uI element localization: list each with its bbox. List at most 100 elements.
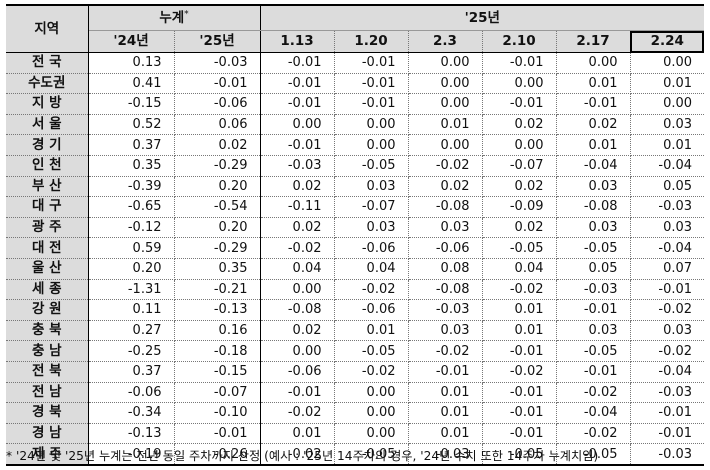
value-cell: -0.15 (174, 361, 261, 383)
value-cell: -0.03 (630, 443, 705, 466)
region-label: 경 기 (6, 134, 89, 156)
value-cell: 0.03 (334, 217, 409, 239)
week-column-header: 2.24 (630, 30, 705, 53)
value-cell: 0.05 (556, 258, 631, 280)
value-cell: -0.06 (260, 361, 335, 383)
value-cell: -0.08 (260, 299, 335, 321)
value-cell: -0.07 (334, 196, 409, 218)
table-row: 충 남 -0.25 -0.18 0.00 -0.05 -0.02 -0.01 -0.05 -0.… (6, 340, 705, 362)
value-cell: -0.01 (260, 52, 335, 74)
value-cell: 0.00 (408, 93, 483, 115)
value-cell: -0.02 (408, 340, 483, 362)
value-cell: -0.04 (630, 155, 705, 177)
value-cell: -0.04 (556, 155, 631, 177)
value-cell: 0.00 (630, 52, 705, 74)
value-cell: -0.34 (88, 402, 175, 424)
table-body: 전 국 0.13 -0.03 -0.01 -0.01 0.00 -0.01 0.00 0.00 수… (6, 52, 705, 466)
region-label: 대 전 (6, 237, 89, 259)
value-cell: -0.01 (630, 423, 705, 445)
value-cell: -0.03 (556, 279, 631, 301)
value-cell: -0.29 (174, 155, 261, 177)
value-cell: -0.03 (630, 196, 705, 218)
value-cell: -0.03 (408, 443, 483, 466)
value-cell: 0.41 (88, 73, 175, 95)
value-cell: 0.02 (260, 217, 335, 239)
region-label: 광 주 (6, 217, 89, 239)
value-cell: -0.25 (88, 340, 175, 362)
year-2025-group-header: '25년 (260, 4, 705, 31)
value-cell: -0.07 (174, 382, 261, 404)
value-cell: -0.05 (334, 443, 409, 466)
value-cell: -0.01 (482, 93, 557, 115)
value-cell: -0.65 (88, 196, 175, 218)
value-cell: 0.03 (334, 176, 409, 198)
value-cell: 0.02 (482, 114, 557, 136)
value-cell: 0.03 (630, 114, 705, 136)
value-cell: 0.01 (408, 423, 483, 445)
table-row: 전 국 0.13 -0.03 -0.01 -0.01 0.00 -0.01 0.00 0.00 (6, 52, 705, 74)
value-cell: -0.02 (260, 237, 335, 259)
table-row: 세 종 -1.31 -0.21 0.00 -0.02 -0.08 -0.02 -0.03 -0.… (6, 279, 705, 301)
value-cell: -0.08 (408, 279, 483, 301)
table-row: 전 남 -0.06 -0.07 -0.01 0.00 0.01 -0.01 -0.02 -0.0… (6, 382, 705, 404)
table-row: 대 구 -0.65 -0.54 -0.11 -0.07 -0.08 -0.09 -0.08 -0… (6, 196, 705, 218)
value-cell: 0.00 (260, 340, 335, 362)
week-column-header: 2.10 (482, 30, 557, 53)
value-cell: -0.02 (482, 279, 557, 301)
table-row: 인 천 0.35 -0.29 -0.03 -0.05 -0.02 -0.07 -0.04 -0.… (6, 155, 705, 177)
value-cell: 0.04 (260, 258, 335, 280)
value-cell: 0.00 (556, 52, 631, 74)
cumulative-year-header: '24년 (88, 30, 175, 53)
region-label: 강 원 (6, 299, 89, 321)
value-cell: 0.03 (556, 320, 631, 342)
value-cell: -0.29 (174, 237, 261, 259)
value-cell: -0.03 (174, 52, 261, 74)
value-cell: 0.37 (88, 134, 175, 156)
value-cell: 0.03 (630, 320, 705, 342)
value-cell: 0.00 (334, 382, 409, 404)
region-label: 울 산 (6, 258, 89, 280)
cumulative-group-header: 누계* (88, 4, 261, 31)
value-cell: -0.05 (482, 237, 557, 259)
value-cell: 0.00 (482, 134, 557, 156)
value-cell: -0.05 (482, 443, 557, 466)
value-cell: 0.00 (260, 279, 335, 301)
value-cell: -0.05 (334, 340, 409, 362)
value-cell: -0.08 (408, 196, 483, 218)
value-cell: 0.20 (88, 258, 175, 280)
table-row: 경 북 -0.34 -0.10 -0.02 0.00 0.01 -0.01 -0.04 -0.0… (6, 402, 705, 424)
value-cell: -0.02 (556, 382, 631, 404)
value-cell: 0.02 (482, 217, 557, 239)
value-cell: 0.02 (556, 114, 631, 136)
table-row: 대 전 0.59 -0.29 -0.02 -0.06 -0.06 -0.05 -0.05 -0.… (6, 237, 705, 259)
table-row: 강 원 0.11 -0.13 -0.08 -0.06 -0.03 0.01 -0.01 -0.0… (6, 299, 705, 321)
value-cell: 0.01 (630, 134, 705, 156)
value-cell: 0.11 (88, 299, 175, 321)
value-cell: 0.27 (88, 320, 175, 342)
table-row: 광 주 -0.12 0.20 0.02 0.03 0.03 0.02 0.03 0.03 (6, 217, 705, 239)
value-cell: -0.01 (556, 299, 631, 321)
table-row: 수도권 0.41 -0.01 -0.01 -0.01 0.00 0.00 0.01 0.01 (6, 73, 705, 95)
value-cell: 0.35 (174, 258, 261, 280)
value-cell: 0.01 (408, 402, 483, 424)
table-row: 서 울 0.52 0.06 0.00 0.00 0.01 0.02 0.02 0.03 (6, 114, 705, 136)
value-cell: 0.06 (174, 114, 261, 136)
region-label: 전 국 (6, 52, 89, 74)
value-cell: -0.19 (88, 443, 175, 466)
value-cell: -0.05 (556, 237, 631, 259)
table-row: 울 산 0.20 0.35 0.04 0.04 0.08 0.04 0.05 0.07 (6, 258, 705, 280)
value-cell: 0.37 (88, 361, 175, 383)
value-cell: -0.11 (260, 196, 335, 218)
value-cell: 0.01 (482, 299, 557, 321)
regional-price-change-table: 지역 누계* '25년 '24년 '25년 1.13 1.20 2.3 2.10 2.17 2… (6, 4, 705, 466)
value-cell: -0.03 (630, 382, 705, 404)
value-cell: -0.01 (174, 73, 261, 95)
value-cell: -0.02 (630, 299, 705, 321)
value-cell: 0.04 (334, 258, 409, 280)
value-cell: 0.01 (482, 320, 557, 342)
value-cell: -0.01 (556, 93, 631, 115)
value-cell: -0.15 (88, 93, 175, 115)
value-cell: 0.03 (408, 320, 483, 342)
value-cell: -0.01 (630, 279, 705, 301)
value-cell: -0.03 (260, 155, 335, 177)
